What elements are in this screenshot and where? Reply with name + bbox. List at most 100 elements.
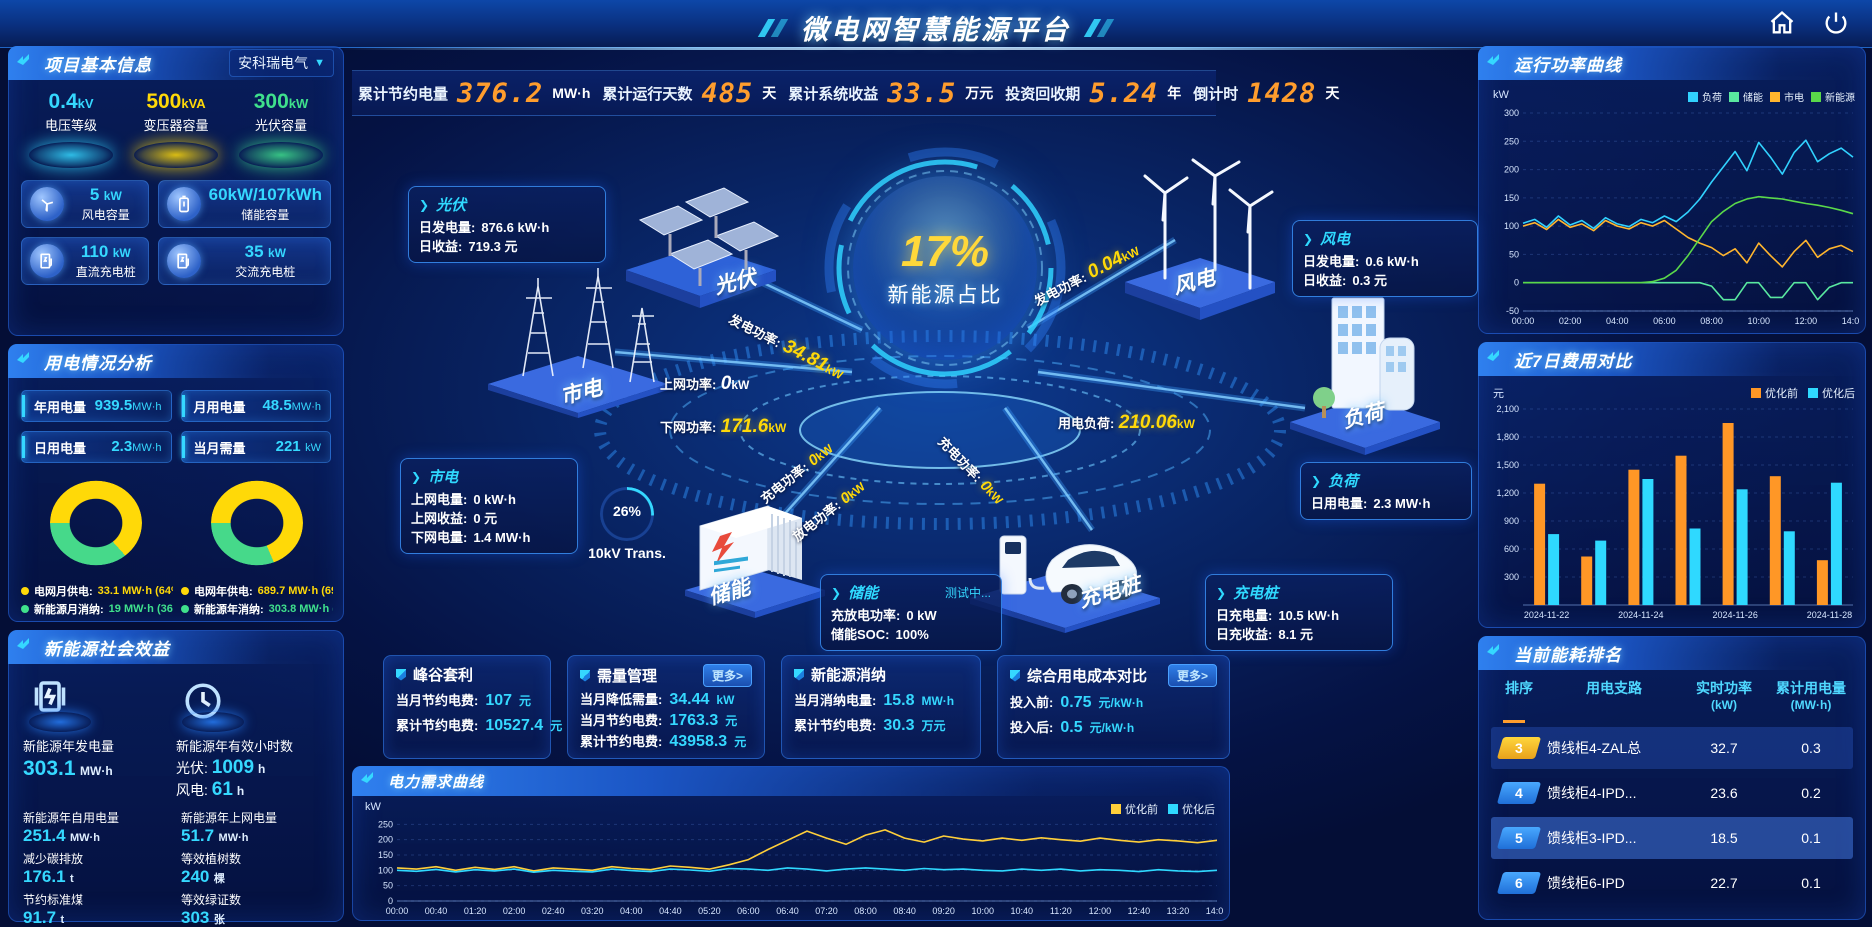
svg-text:2024-11-28: 2024-11-28 — [1807, 610, 1852, 620]
legend-item: 新能源 — [1811, 89, 1855, 104]
chart-legend: 负荷 储能 市电 新能源 — [1688, 89, 1855, 104]
summary-stats-bar: 累计节约电量 376.2 MW·h 累计运行天数 485 天 累计系统收益 33… — [352, 70, 1339, 116]
more-button[interactable]: 更多> — [1167, 664, 1217, 687]
table-row[interactable]: 6 馈线柜6-IPD 22.7 0.1 — [1491, 862, 1853, 904]
svg-text:14:00: 14:00 — [1206, 906, 1223, 916]
svg-text:07:20: 07:20 — [815, 906, 838, 916]
svg-text:00:00: 00:00 — [386, 906, 409, 916]
svg-text:09:20: 09:20 — [932, 906, 955, 916]
svg-text:2024-11-26: 2024-11-26 — [1712, 610, 1757, 620]
glow-ring — [29, 712, 91, 732]
chevron-icon: ❯ — [1311, 473, 1322, 488]
table-row[interactable]: 5 馈线柜3-IPD... 18.5 0.1 — [1491, 817, 1853, 859]
benefit-stat: 新能源年上网电量 51.7 MW·h — [181, 811, 278, 845]
battery-container-icon — [685, 505, 825, 618]
donut-year-supply — [210, 480, 303, 566]
flow-grid-down: 下网功率: 171.6kW — [660, 416, 787, 437]
flag-icon — [1010, 669, 1020, 682]
panel-corner-icon — [1486, 643, 1502, 664]
svg-text:-50: -50 — [1506, 306, 1519, 316]
svg-text:00:00: 00:00 — [1512, 316, 1535, 326]
home-icon[interactable] — [1768, 9, 1796, 37]
legend-item: 优化后 — [1168, 801, 1215, 817]
svg-text:200: 200 — [378, 835, 393, 845]
legend-item: 新能源月消纳:19 MW·h (36%) — [21, 601, 173, 617]
chevron-icon: ❯ — [419, 197, 430, 212]
benefit-stat: 新能源年自用电量 251.4 MW·h — [23, 811, 120, 845]
pedestal-transformer: 500kVA 变压器容量 — [124, 90, 228, 168]
power-curve-chart: 300 250 200 150 100 50 0 -50 00:00 02:00 04:00 06:0… — [1487, 107, 1864, 327]
flow-grid-up: 上网功率: 0kW — [660, 373, 750, 394]
generator-icon — [23, 674, 97, 732]
gauge-value: 17% — [900, 227, 990, 276]
svg-text:100: 100 — [378, 865, 393, 875]
title-decoration-left — [757, 18, 789, 37]
rank-badge: 6 — [1496, 872, 1542, 894]
glow-ring — [29, 142, 113, 168]
stat-day-usage: 日用电量 2.3MW·h — [21, 431, 172, 463]
panel-corner-icon — [16, 53, 32, 74]
svg-text:11:20: 11:20 — [1050, 906, 1072, 916]
svg-text:02:00: 02:00 — [1559, 316, 1582, 326]
gauge-label: 新能源占比 — [887, 284, 1003, 307]
svg-text:03:20: 03:20 — [581, 906, 604, 916]
wind-info-box: ❯ 风电 日发电量: 0.6 kW·h 日收益: 0.3 元 — [1292, 220, 1478, 297]
demand-curve-chart: 250 200 150 100 50 0 00:00 00:40 01:20 02:00 02:40… — [361, 803, 1228, 917]
flow-load-power: 用电负荷: 210.06kW — [1058, 412, 1195, 433]
storage-node: 储能 — [680, 478, 830, 618]
panel-corner-icon — [1486, 53, 1502, 74]
panel-demand-curve: 电力需求曲线 kW 优化前 优化后 250 200 150 100 50 0 00:00 00:… — [352, 766, 1230, 921]
benefit-stat: 等效植树数 240 棵 — [181, 852, 242, 886]
svg-text:04:00: 04:00 — [1606, 316, 1629, 326]
charger-icon — [166, 244, 201, 278]
table-row[interactable]: 4 馈线柜4-IPD... 23.6 0.2 — [1491, 772, 1853, 814]
svg-text:06:00: 06:00 — [737, 906, 760, 916]
chevron-icon: ❯ — [1303, 231, 1314, 246]
svg-text:1,800: 1,800 — [1496, 432, 1519, 442]
legend-item: 优化前 — [1751, 385, 1798, 401]
grid-info-box: ❯ 市电 上网电量: 0 kW·h 上网收益: 0 元 下网电量: 1.4 MW·h — [400, 458, 578, 554]
pv-info-box: ❯ 光伏 日发电量: 876.6 kW·h 日收益: 719.3 元 — [408, 186, 606, 263]
svg-text:02:40: 02:40 — [542, 906, 565, 916]
svg-text:12:00: 12:00 — [1795, 316, 1818, 326]
more-button[interactable]: 更多> — [702, 664, 752, 687]
transformer-load-gauge — [600, 487, 654, 541]
panel-corner-icon — [1486, 349, 1502, 370]
y-axis-label: kW — [1493, 89, 1509, 101]
svg-text:600: 600 — [1504, 544, 1519, 554]
solar-panels-icon — [626, 187, 780, 308]
panel-corner-icon — [360, 771, 376, 792]
panel-demand-management: 需量管理 更多> 当月降低需量: 34.44 kW 当月节约电费: 1763.3 元 累计… — [567, 655, 765, 759]
panel-peak-valley: 峰谷套利 当月节约电费: 107 元 累计节约电费: 10527.4 元 — [383, 655, 562, 759]
legend-item: 优化后 — [1808, 385, 1855, 401]
svg-text:08:00: 08:00 — [854, 906, 877, 916]
svg-text:300: 300 — [1504, 108, 1519, 118]
card-dc-charger: 110 kW 直流充电桩 — [21, 237, 149, 285]
panel-title: 新能源社会效益 — [44, 639, 170, 659]
panel-usage-analysis: 用电情况分析 年用电量 939.5MW·h 月用电量 48.5MW·h 日用电量 2.… — [8, 344, 344, 622]
flag-icon — [794, 668, 804, 681]
card-storage-capacity: 60kW/107kWh 储能容量 — [157, 180, 331, 228]
chart-legend: 优化前 优化后 — [1111, 801, 1215, 817]
svg-text:06:40: 06:40 — [776, 906, 799, 916]
legend-item: 储能 — [1729, 89, 1763, 104]
table-row[interactable]: 3 馈线柜4-ZAL总 32.7 0.3 — [1491, 727, 1853, 769]
panel-energy-ranking: 当前能耗排名 排序 用电支路 实时功率 (kW) 累计用电量 (MW·h) 3 馈线… — [1478, 636, 1866, 920]
svg-text:100: 100 — [1504, 221, 1519, 231]
clock-icon — [176, 674, 250, 732]
svg-text:08:40: 08:40 — [893, 906, 916, 916]
stat-year-usage: 年用电量 939.5MW·h — [21, 390, 172, 422]
svg-text:150: 150 — [378, 850, 393, 860]
legend-item: 负荷 — [1688, 89, 1722, 104]
power-icon[interactable] — [1822, 9, 1850, 37]
svg-text:250: 250 — [378, 819, 393, 829]
stat-total-revenue: 累计系统收益 33.5 万元 — [788, 77, 994, 109]
chevron-icon: ❯ — [411, 469, 422, 484]
panel-title: 运行功率曲线 — [1514, 55, 1622, 75]
legend-item: 市电 — [1770, 89, 1804, 104]
svg-text:0: 0 — [1514, 278, 1519, 288]
benefit-stat: 减少碳排放 176.1 t — [23, 852, 84, 886]
company-select[interactable]: 安科瑞电气 ▼ — [229, 49, 334, 77]
top-header-bar: 微电网智慧能源平台 — [0, 0, 1872, 50]
